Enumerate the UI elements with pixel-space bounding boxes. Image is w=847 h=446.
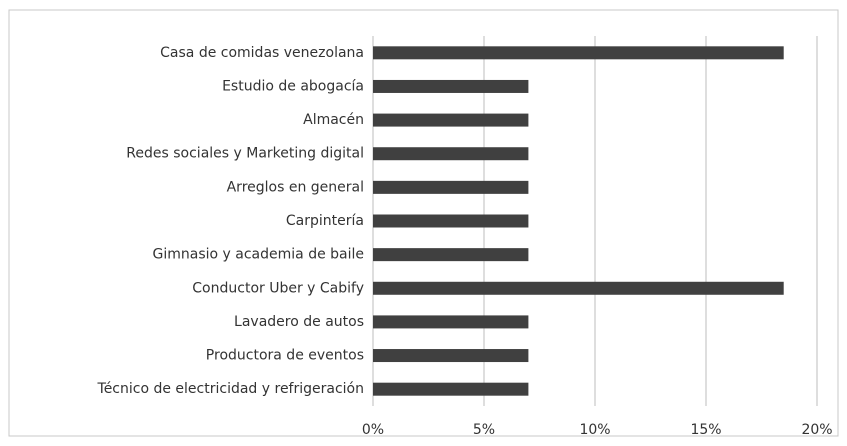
bar <box>373 281 784 295</box>
y-tick-label: Carpintería <box>286 213 364 229</box>
y-tick-label: Técnico de electricidad y refrigeración <box>97 381 364 397</box>
bar <box>373 147 529 161</box>
y-tick-label: Productora de eventos <box>206 348 364 364</box>
x-tick-label: 20% <box>801 422 832 438</box>
y-tick-label: Estudio de abogacía <box>222 78 364 94</box>
bar <box>373 214 529 228</box>
x-tick-label: 15% <box>690 422 721 438</box>
bar <box>373 248 529 262</box>
bar <box>373 315 529 329</box>
y-tick-label: Lavadero de autos <box>234 314 364 330</box>
bar <box>373 113 529 127</box>
x-tick-label: 0% <box>362 422 384 438</box>
y-tick-label: Almacén <box>303 112 364 128</box>
x-tick-label: 5% <box>473 422 495 438</box>
y-tick-label: Gimnasio y academia de baile <box>153 247 364 263</box>
bar <box>373 46 784 60</box>
y-tick-label: Conductor Uber y Cabify <box>192 280 364 296</box>
y-tick-label: Arreglos en general <box>227 179 364 195</box>
y-tick-label: Casa de comidas venezolana <box>160 45 364 61</box>
bar <box>373 79 529 93</box>
bar <box>373 180 529 194</box>
bar <box>373 382 529 396</box>
x-tick-label: 10% <box>579 422 610 438</box>
y-tick-label: Redes sociales y Marketing digital <box>126 146 364 162</box>
bar <box>373 349 529 363</box>
